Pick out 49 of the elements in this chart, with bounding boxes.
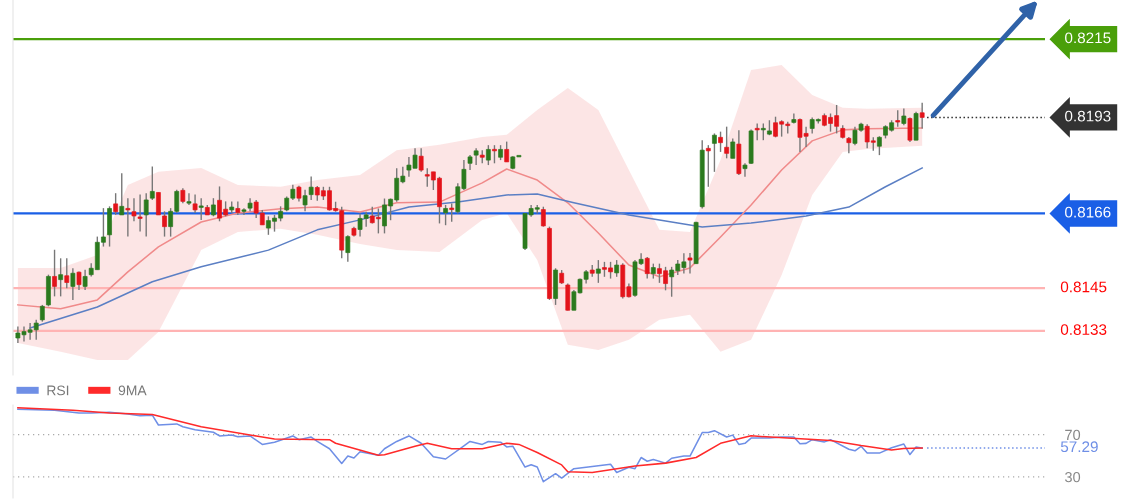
candlestick: [877, 135, 882, 156]
candlestick: [846, 136, 852, 155]
ref-line-label: 0.8215: [1065, 32, 1111, 44]
candlestick: [712, 132, 717, 173]
candlestick: [492, 144, 497, 165]
legend-label: 9MA: [118, 385, 147, 396]
candlestick: [919, 102, 925, 130]
candlestick: [449, 202, 455, 223]
candlestick: [724, 125, 730, 160]
y-tick-label: 70: [1065, 429, 1081, 441]
candlestick: [186, 192, 192, 206]
candlestick: [113, 192, 119, 216]
candlestick: [907, 116, 913, 143]
ref-line-label: 0.8166: [1065, 206, 1111, 218]
candlestick: [302, 188, 308, 213]
candlestick: [70, 267, 76, 301]
ref-line-label: 0.8133: [1060, 324, 1107, 335]
candlestick: [345, 234, 351, 263]
candlestick: [64, 257, 70, 289]
candlestick: [742, 162, 748, 178]
candlestick: [485, 144, 491, 166]
candlestick: [473, 147, 479, 166]
candlestick: [119, 172, 125, 216]
candlestick: [198, 197, 204, 221]
candlestick: [82, 268, 88, 291]
candlestick: [143, 192, 149, 238]
candlestick: [235, 200, 241, 216]
candlestick: [58, 257, 64, 298]
candlestick: [443, 204, 448, 226]
candlestick: [149, 165, 155, 201]
candlestick: [125, 197, 131, 238]
candlestick: [687, 252, 693, 275]
candlestick: [718, 130, 723, 153]
candlestick: [595, 259, 601, 284]
candlestick: [730, 137, 736, 160]
candlestick: [644, 256, 650, 280]
candlestick: [705, 144, 711, 188]
candlestick: [192, 193, 198, 214]
candlestick: [418, 147, 424, 173]
candlestick: [52, 249, 57, 298]
candlestick: [308, 175, 314, 201]
ref-line-label: 0.8193: [1065, 110, 1111, 122]
candlestick: [76, 270, 82, 291]
ref-line-label: 57.29: [1060, 441, 1098, 453]
y-tick-label: 30: [1065, 471, 1081, 483]
ref-line-label: 0.8145: [1060, 281, 1107, 293]
legend-label: RSI: [47, 385, 69, 396]
candlestick: [504, 140, 510, 163]
candlestick: [540, 206, 546, 228]
